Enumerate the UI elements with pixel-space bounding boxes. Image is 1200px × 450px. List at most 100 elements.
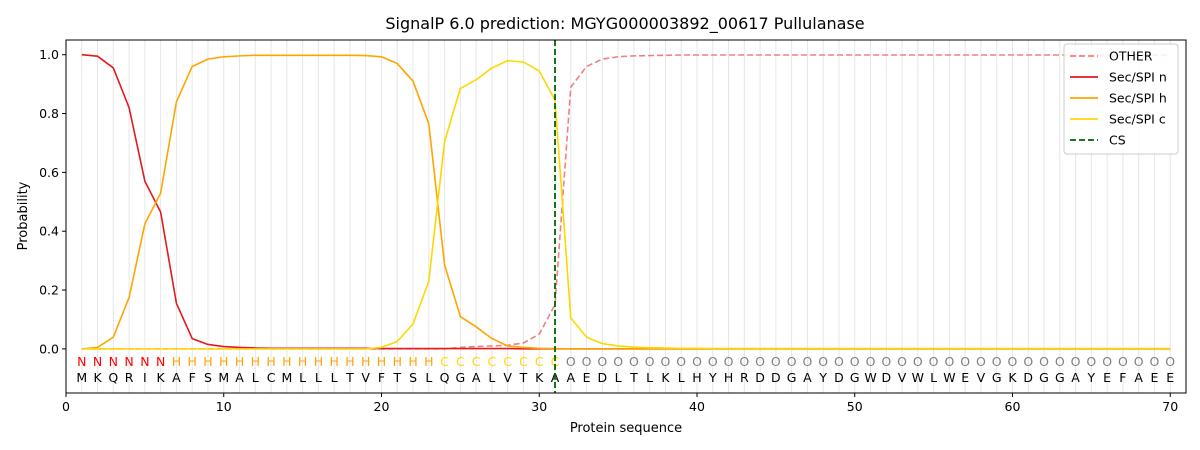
residue-label: O bbox=[976, 354, 986, 369]
residue-letter: G bbox=[456, 370, 466, 385]
residue-label: O bbox=[661, 354, 671, 369]
residue-letter: H bbox=[692, 370, 701, 385]
residue-letter: K bbox=[157, 370, 166, 385]
residue-letter: L bbox=[425, 370, 432, 385]
residue-label: C bbox=[535, 354, 544, 369]
residue-letter: M bbox=[76, 370, 87, 385]
legend-label: OTHER bbox=[1109, 49, 1153, 64]
y-tick-label: 0.4 bbox=[39, 224, 59, 239]
residue-letter: G bbox=[1055, 370, 1065, 385]
residue-letter: R bbox=[125, 370, 134, 385]
residue-label: O bbox=[834, 354, 844, 369]
residue-letter: F bbox=[189, 370, 196, 385]
residue-label: C bbox=[456, 354, 465, 369]
residue-letter: D bbox=[598, 370, 608, 385]
residue-letter: A bbox=[1134, 370, 1143, 385]
residue-letter: R bbox=[740, 370, 749, 385]
residue-label: C bbox=[551, 354, 560, 369]
residue-label: N bbox=[77, 354, 86, 369]
residue-label: O bbox=[960, 354, 970, 369]
residue-grid bbox=[81, 40, 1171, 393]
residue-letter: C bbox=[267, 370, 276, 385]
residue-letter: T bbox=[629, 370, 638, 385]
residue-letter: L bbox=[646, 370, 653, 385]
residue-letter: W bbox=[864, 370, 876, 385]
residue-letter: L bbox=[331, 370, 338, 385]
residue-label: O bbox=[629, 354, 639, 369]
residue-label: H bbox=[187, 354, 196, 369]
residue-letter: E bbox=[1166, 370, 1174, 385]
residue-letter: K bbox=[535, 370, 544, 385]
residue-label: O bbox=[1071, 354, 1081, 369]
residue-letter: A bbox=[567, 370, 576, 385]
residue-label: C bbox=[440, 354, 449, 369]
residue-label: O bbox=[645, 354, 655, 369]
residue-letter: K bbox=[661, 370, 670, 385]
x-tick-label: 20 bbox=[374, 399, 390, 414]
y-axis-label: Probability bbox=[16, 181, 31, 250]
residue-label: O bbox=[913, 354, 923, 369]
residue-letter: I bbox=[143, 370, 147, 385]
residue-label: N bbox=[109, 354, 118, 369]
residue-letter: M bbox=[218, 370, 229, 385]
x-axis-label: Protein sequence bbox=[570, 421, 682, 436]
y-tick-label: 0.0 bbox=[39, 341, 59, 356]
residue-label: O bbox=[1165, 354, 1175, 369]
residue-letter: E bbox=[961, 370, 969, 385]
series-line-2 bbox=[81, 54, 1171, 350]
residue-letter: M bbox=[281, 370, 292, 385]
residue-label: O bbox=[802, 354, 812, 369]
residue-label: O bbox=[929, 354, 939, 369]
residue-label: H bbox=[203, 354, 212, 369]
residue-letter: F bbox=[378, 370, 385, 385]
residue-label: O bbox=[866, 354, 876, 369]
residue-label: O bbox=[692, 354, 702, 369]
residue-letter: L bbox=[488, 370, 495, 385]
residue-label: O bbox=[1118, 354, 1128, 369]
x-axis-ticks: 0 10 20 30 40 50 60 70 bbox=[62, 393, 1178, 414]
residue-label: O bbox=[676, 354, 686, 369]
residue-letter: V bbox=[898, 370, 907, 385]
residue-label: C bbox=[488, 354, 497, 369]
x-tick-label: 50 bbox=[847, 399, 863, 414]
y-tick-label: 0.8 bbox=[39, 106, 59, 121]
residue-letter: A bbox=[1071, 370, 1080, 385]
legend-label: Sec/SPI c bbox=[1109, 112, 1166, 127]
residue-label: O bbox=[1134, 354, 1144, 369]
legend: OTHER Sec/SPI n Sec/SPI h Sec/SPI c CS bbox=[1063, 43, 1179, 155]
residue-letter: K bbox=[93, 370, 102, 385]
residue-label: N bbox=[140, 354, 149, 369]
residue-letter: L bbox=[299, 370, 306, 385]
residue-label: H bbox=[424, 354, 433, 369]
residue-label: O bbox=[1055, 354, 1065, 369]
residue-label: O bbox=[724, 354, 734, 369]
residue-label: H bbox=[314, 354, 323, 369]
residue-label: O bbox=[1039, 354, 1049, 369]
residue-letter: S bbox=[409, 370, 417, 385]
residue-label: O bbox=[582, 354, 592, 369]
residue-label: N bbox=[124, 354, 133, 369]
residue-letter: L bbox=[678, 370, 685, 385]
residue-label: H bbox=[393, 354, 402, 369]
residue-label: O bbox=[708, 354, 718, 369]
residue-letter: D bbox=[834, 370, 844, 385]
legend-label: Sec/SPI n bbox=[1109, 70, 1167, 85]
residue-label: H bbox=[282, 354, 291, 369]
residue-letter: T bbox=[345, 370, 354, 385]
residue-label: H bbox=[219, 354, 228, 369]
residue-label: O bbox=[566, 354, 576, 369]
residue-letter: Q bbox=[440, 370, 450, 385]
residue-letter: A bbox=[803, 370, 812, 385]
residue-label: H bbox=[377, 354, 386, 369]
residue-letter: G bbox=[850, 370, 860, 385]
residue-label: H bbox=[266, 354, 275, 369]
residue-letter: T bbox=[519, 370, 528, 385]
x-tick-label: 0 bbox=[62, 399, 70, 414]
x-tick-label: 40 bbox=[689, 399, 705, 414]
residue-letter: A bbox=[472, 370, 481, 385]
residue-letter: L bbox=[615, 370, 622, 385]
residue-label: H bbox=[172, 354, 181, 369]
residue-label: H bbox=[408, 354, 417, 369]
legend-label: CS bbox=[1109, 133, 1126, 148]
residue-letter: D bbox=[1023, 370, 1033, 385]
